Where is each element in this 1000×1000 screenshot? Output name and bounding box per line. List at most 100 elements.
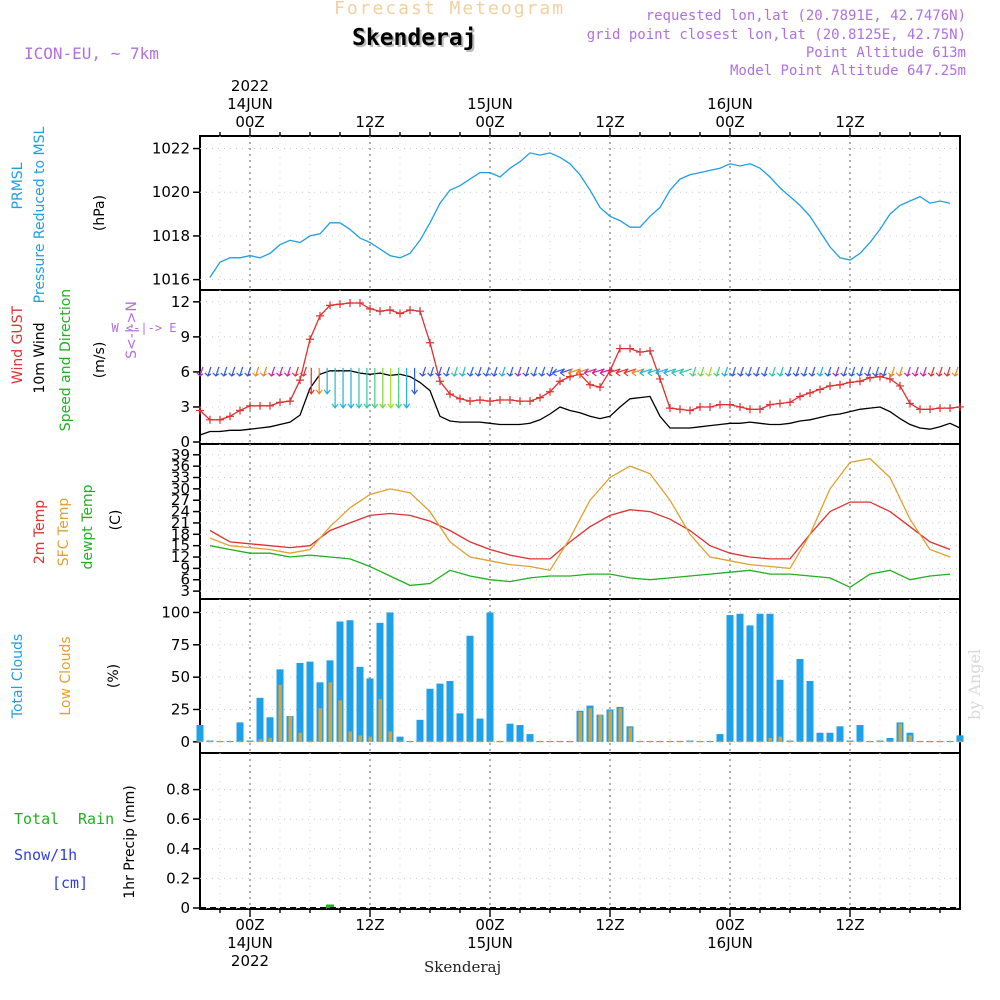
precip-axis-label: 1hr Precip (mm)	[122, 785, 138, 898]
wind-direction-barb	[458, 366, 466, 377]
wind-gust-marker	[226, 412, 234, 421]
y-tick-label: 33	[171, 469, 190, 487]
low-cloud-bar	[408, 740, 412, 743]
wind-direction-barb	[291, 366, 299, 377]
wind-gust-marker	[666, 404, 674, 413]
wind-direction-barb	[721, 366, 729, 377]
wind-direction-barb	[551, 368, 565, 377]
total-cloud-bar	[476, 718, 484, 742]
y-tick-label: 9	[180, 328, 190, 346]
wind-gust-marker	[886, 374, 894, 383]
wind-direction-barb	[276, 366, 284, 377]
low-cloud-bar	[478, 740, 482, 743]
top-time-label: 12Z	[595, 113, 624, 131]
low-cloud-bar	[738, 740, 742, 743]
bottom-time-label: 15JUN	[467, 934, 513, 952]
low-cloud-bar	[398, 740, 402, 743]
wind-direction-barb	[427, 366, 435, 377]
wind-gust-marker	[636, 348, 644, 357]
wind-direction-barb	[776, 366, 784, 377]
low-cloud-bar	[258, 739, 262, 742]
wind-gust-marker	[816, 385, 824, 394]
wind-direction-barb	[895, 366, 903, 377]
precip-bar	[326, 904, 334, 908]
wind-direction-barb	[631, 368, 645, 377]
wind-gust-marker	[776, 399, 784, 408]
wind-gust-marker	[406, 306, 414, 315]
wind-gust-marker	[826, 381, 834, 390]
total-cloud-bar	[256, 697, 264, 742]
total-cloud-bar	[806, 681, 814, 742]
low-cloud-bar	[288, 715, 292, 742]
top-time-label: 14JUN	[227, 95, 273, 113]
low-cloud-bar	[948, 740, 952, 743]
wind-direction-barb	[639, 368, 653, 377]
top-time-label: 00Z	[715, 113, 744, 131]
wind-gust-marker	[786, 398, 794, 407]
y-tick-label: 0.8	[166, 781, 190, 799]
wind-direction-barb	[736, 366, 744, 377]
wind-direction-barb	[705, 366, 713, 377]
wind-direction-barb	[331, 367, 339, 409]
footer-location: Skenderaj	[424, 958, 502, 976]
wind-direction-barb	[395, 367, 403, 409]
wind-gust-marker	[316, 311, 324, 320]
wind-direction-barb	[864, 366, 872, 377]
wind-direction-barb	[212, 366, 220, 377]
top-time-label: 16JUN	[707, 95, 753, 113]
y-tick-label: 100	[161, 603, 190, 621]
wind-gust-marker	[536, 393, 544, 402]
y-tick-label: 75	[171, 636, 190, 654]
wind-gust-marker	[796, 392, 804, 401]
wind-gust-marker	[716, 400, 724, 409]
wind-direction-barb	[911, 366, 919, 377]
wind-direction-barb	[220, 366, 228, 377]
low-cloud-bar	[388, 731, 392, 742]
wind-direction-barb	[768, 366, 776, 377]
wind-direction-barb	[538, 366, 546, 377]
wind-gust-marker	[276, 398, 284, 407]
wind-gust-marker	[286, 397, 294, 406]
wind-gust-marker	[236, 406, 244, 415]
wind-direction-barb	[442, 366, 450, 377]
low-cloud-bar	[778, 736, 782, 742]
low-cloud-bar	[898, 723, 902, 742]
wind-gust-marker	[376, 307, 384, 316]
top-time-label: 15JUN	[467, 95, 513, 113]
total-cloud-bar	[726, 615, 734, 742]
low-cloud-bar	[798, 740, 802, 743]
wind-direction-barb	[840, 366, 848, 377]
wind-direction-barb	[204, 366, 212, 377]
y-tick-label: 15	[171, 537, 190, 555]
low-cloud-bar	[528, 740, 532, 743]
low-cloud-bar	[868, 740, 872, 743]
wind-direction-barb	[824, 366, 832, 377]
y-tick-label: 1022	[152, 140, 190, 158]
low-cloud-bar	[518, 740, 522, 743]
wind-direction-barb	[872, 366, 880, 377]
wind-gust-marker	[766, 400, 774, 409]
wind-direction-barb	[268, 366, 276, 377]
low-cloud-bar	[368, 736, 372, 742]
wind-gust-marker	[546, 387, 554, 396]
wind-gust-marker	[386, 306, 394, 315]
wind-direction-barb	[490, 366, 498, 377]
wind-direction-barb	[355, 367, 363, 409]
low-cloud-bar	[758, 740, 762, 743]
wind-direction-barb	[951, 366, 959, 377]
low-cloud-bar	[348, 731, 352, 742]
wind-direction-barb	[591, 368, 605, 377]
temp-2m-line	[209, 501, 951, 560]
low-cloud-bar	[228, 740, 232, 743]
wind-gust-marker	[896, 381, 904, 390]
y-tick-label: 0.6	[166, 810, 190, 828]
total-cloud-bar	[826, 732, 834, 742]
wind-gust-marker	[556, 377, 564, 386]
wind-gust-marker	[196, 406, 204, 415]
total-rain-label: Total	[14, 810, 59, 828]
y-tick-label: 50	[171, 668, 190, 686]
low-cloud-bar	[588, 708, 592, 742]
panel-axis-label: 10m Wind	[32, 322, 48, 393]
wind-gust-marker	[426, 338, 434, 347]
